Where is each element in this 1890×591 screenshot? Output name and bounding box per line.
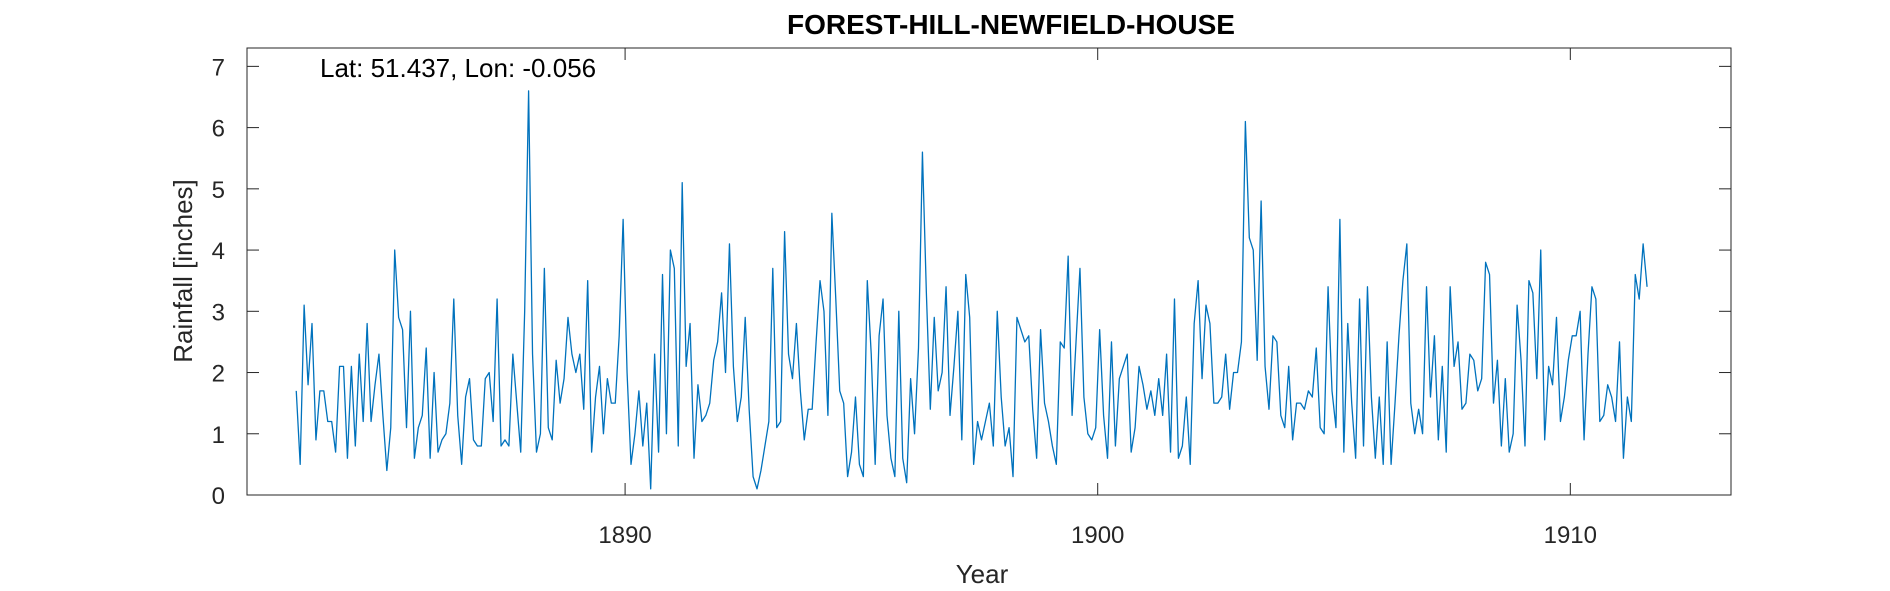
y-axis: 0 1 2 3 4 5 6 7 (212, 54, 1731, 510)
y-tick-label: 4 (212, 238, 225, 265)
x-tick-label: 1890 (598, 522, 651, 549)
y-tick-label: 0 (212, 483, 225, 510)
y-tick-label: 3 (212, 299, 225, 326)
x-tick-label: 1900 (1071, 522, 1124, 549)
y-tick-label: 1 (212, 422, 225, 449)
y-tick-label: 7 (212, 54, 225, 81)
x-tick-label: 1910 (1544, 522, 1597, 549)
y-tick-label: 2 (212, 361, 225, 388)
y-tick-label: 5 (212, 177, 225, 204)
x-axis: 1890 1900 1910 (598, 48, 1597, 549)
location-annotation: Lat: 51.437, Lon: -0.056 (320, 53, 596, 83)
y-axis-label: Rainfall [inches] (168, 179, 198, 363)
rainfall-series-line (295, 90, 1648, 490)
x-axis-label: Year (956, 559, 1009, 589)
chart-title: FOREST-HILL-NEWFIELD-HOUSE (787, 9, 1235, 40)
plot-area (246, 47, 1732, 496)
y-tick-label: 6 (212, 116, 225, 143)
data-series (295, 90, 1648, 490)
